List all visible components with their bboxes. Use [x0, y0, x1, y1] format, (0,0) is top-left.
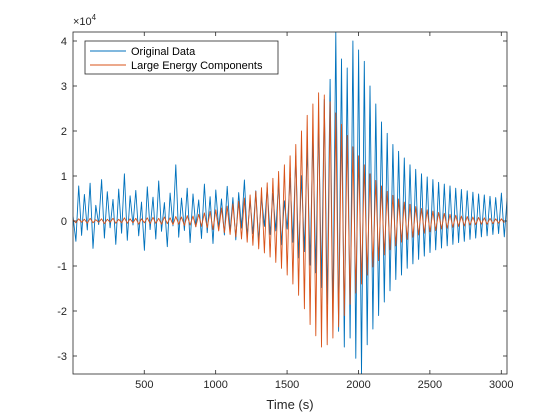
y-tick-label: 4	[61, 36, 67, 48]
legend-label-original-data: Original Data	[131, 46, 196, 58]
y-tick-label: 3	[61, 81, 67, 93]
x-axis-label: Time (s)	[266, 397, 313, 412]
y-tick-label: -2	[57, 306, 67, 318]
plot-area	[72, 31, 508, 375]
axes-box	[72, 31, 508, 375]
series-layer	[73, 32, 507, 374]
y-exponent-power: 4	[92, 13, 97, 22]
x-tick-label: 2000	[346, 379, 370, 391]
y-tick-label: -1	[57, 261, 67, 273]
x-tick-label: 500	[135, 379, 153, 391]
x-tick-label: 1000	[203, 379, 227, 391]
y-exponent-base: ×10	[73, 16, 92, 28]
legend-box	[84, 40, 279, 75]
x-tick-label: 1500	[275, 379, 299, 391]
y-tick-label: 2	[61, 126, 67, 138]
legend: Original Data Large Energy Components	[84, 40, 279, 75]
y-tick-label: 1	[61, 171, 67, 183]
legend-label-large-energy-components: Large Energy Components	[131, 60, 263, 72]
y-axis-exponent: ×104	[73, 13, 97, 28]
x-axis: 500 1000 1500 2000 2500 3000	[135, 32, 514, 391]
axes-background	[73, 32, 507, 374]
y-axis: -3 -2 -1 0 1 2 3 4	[57, 36, 507, 363]
x-tick-label: 2500	[418, 379, 442, 391]
series-line-large-energy-components	[73, 92, 505, 348]
y-tick-label: -3	[57, 351, 67, 363]
y-tick-label: 0	[61, 216, 67, 228]
x-tick-label: 3000	[489, 379, 513, 391]
